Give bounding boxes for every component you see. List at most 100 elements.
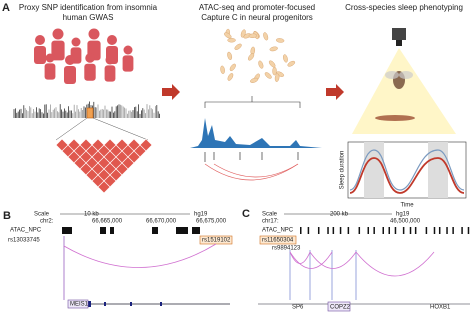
peak [327, 227, 329, 234]
position: 66,665,000 [92, 219, 123, 225]
people-icons [34, 28, 134, 84]
snp-label: rs11650304 [262, 238, 294, 244]
zebrafish [375, 115, 415, 121]
person-body [51, 40, 65, 61]
snp-label: rs9894123 [272, 246, 301, 252]
cell [229, 63, 236, 72]
person-body [34, 46, 46, 64]
scale-size: 10 kb [84, 212, 99, 218]
scale-label: Scale [262, 212, 278, 218]
position: 46,500,000 [390, 219, 421, 225]
gene-label: MEIS1 [70, 302, 89, 308]
cell [258, 60, 264, 69]
person-body [122, 55, 134, 72]
axis-label: Time [400, 203, 414, 209]
cell [224, 32, 232, 39]
chromosome: chr17: [262, 219, 279, 225]
person-body [104, 65, 116, 82]
fly-wing [399, 71, 413, 79]
atac-signal [190, 118, 322, 148]
ld-heatmap [55, 138, 153, 194]
camera-lens [396, 40, 402, 46]
peak [467, 227, 470, 234]
gene-box [67, 299, 89, 309]
person-head [105, 55, 115, 65]
person-body [44, 63, 56, 80]
peak [317, 227, 320, 234]
person-head [123, 45, 133, 55]
camera [392, 28, 406, 40]
gene-label: HOXB1 [430, 305, 451, 311]
cell [227, 38, 236, 43]
sleep-plot [347, 141, 467, 199]
peak [388, 227, 391, 234]
peak [461, 227, 463, 234]
peak [394, 227, 397, 234]
arrow [326, 84, 344, 100]
assembly: hg19 [194, 212, 208, 218]
axis-label: Sleep duration [340, 151, 346, 190]
peak [300, 227, 302, 234]
person-body [84, 63, 96, 81]
bracket [204, 96, 301, 108]
peak [402, 227, 405, 234]
cell [268, 60, 276, 68]
chromosome: chr2: [40, 219, 54, 225]
cell [227, 73, 234, 81]
peak [373, 227, 375, 234]
cell [287, 60, 296, 67]
cell [263, 32, 269, 41]
step-title: Cross-species sleep phenotyping [345, 3, 463, 12]
fly-wing [385, 71, 399, 79]
cell [269, 46, 278, 52]
peak [425, 227, 428, 234]
person-head [65, 55, 75, 65]
cell [274, 73, 280, 82]
cell [234, 43, 242, 50]
peak [332, 227, 335, 234]
snp-box [259, 235, 297, 245]
assembly: hg19 [396, 212, 410, 218]
cell [240, 29, 246, 38]
peak [382, 227, 384, 234]
scale-label: Scale [34, 212, 50, 218]
snp-label: rs13033745 [8, 238, 40, 244]
step-title: Proxy SNP identification from insomnia [19, 3, 158, 12]
snp-lines [289, 250, 357, 300]
scale-size: 200 kb [330, 212, 349, 218]
cell [283, 54, 288, 63]
cell [275, 38, 285, 43]
peak [358, 227, 361, 234]
peak [452, 227, 454, 234]
atac-peaks [62, 227, 200, 234]
gene-label: SP6 [292, 305, 304, 311]
person-body [64, 66, 76, 84]
loops [204, 163, 299, 181]
person-head [35, 35, 45, 45]
snp-highlight [86, 107, 94, 119]
cell [248, 53, 255, 61]
person-head [85, 53, 95, 63]
peak [433, 227, 436, 234]
light-cone [352, 48, 456, 134]
cell [250, 77, 259, 83]
peak [347, 227, 350, 234]
person-head [52, 28, 64, 40]
position: 66,670,000 [146, 219, 177, 225]
cell [220, 65, 225, 74]
neural-cells [220, 28, 296, 83]
gene-label: COPZ2 [330, 305, 351, 311]
panel-label: B [3, 210, 11, 222]
step-title: ATAC-seq and promoter-focused [199, 3, 315, 12]
step-title: human GWAS [63, 13, 114, 22]
arrow [162, 84, 180, 100]
gene-box [327, 301, 351, 312]
position: 66,675,000 [196, 219, 227, 225]
peak [339, 227, 342, 234]
person-head [45, 53, 55, 63]
peak [414, 227, 417, 234]
panel-label: C [242, 208, 250, 220]
loop [63, 243, 217, 268]
peak [367, 227, 370, 234]
